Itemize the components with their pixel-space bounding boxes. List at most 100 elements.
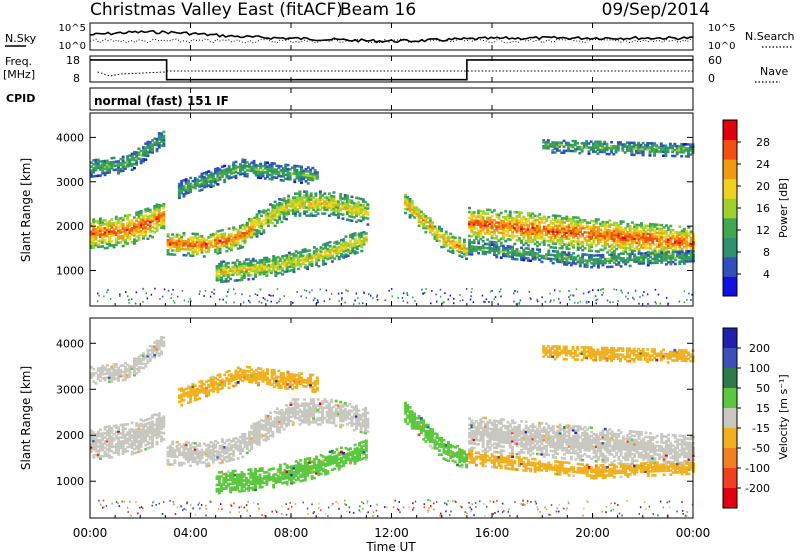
heatmap-cell: [246, 161, 249, 164]
heatmap-cell: [128, 302, 130, 304]
power-colorbar-label: Power [dB]: [777, 178, 790, 238]
heatmap-cell: [278, 301, 280, 303]
heatmap-cell: [323, 192, 326, 195]
heatmap-cell: [595, 295, 597, 297]
heatmap-cell: [679, 301, 681, 303]
heatmap-cell: [131, 298, 133, 300]
heatmap-cell: [259, 163, 262, 166]
heatmap-cell: [658, 294, 660, 296]
heatmap-cell: [151, 421, 154, 424]
heatmap-cell: [263, 297, 265, 299]
heatmap-cell: [574, 302, 576, 304]
heatmap-cell: [162, 336, 165, 339]
heatmap-cell: [482, 210, 485, 213]
nsearch-label: N.Search: [745, 30, 795, 43]
heatmap-cell: [262, 229, 265, 232]
heatmap-cell: [482, 295, 484, 297]
heatmap-cell: [568, 252, 571, 255]
heatmap-cell: [267, 209, 270, 212]
heatmap-cell: [362, 204, 365, 207]
heatmap-cell: [99, 379, 102, 382]
heatmap-cell: [360, 250, 363, 253]
heatmap-cell: [597, 299, 599, 301]
heatmap-cell: [273, 162, 276, 165]
heatmap-cell: [223, 233, 226, 236]
colorbar-tick-label: 12: [756, 224, 770, 237]
y-tick-label: 4000: [56, 131, 84, 144]
heatmap-cell: [365, 232, 368, 235]
heatmap-cell: [311, 290, 313, 292]
heatmap-cell: [346, 195, 349, 198]
heatmap-cell: [362, 198, 365, 201]
heatmap-cell: [655, 289, 657, 291]
heatmap-cell: [128, 299, 130, 301]
heatmap-cell: [588, 301, 590, 303]
heatmap-cell: [584, 247, 587, 250]
heatmap-cell: [483, 301, 485, 303]
colorbar-swatch: [723, 140, 737, 160]
heatmap-cell: [495, 235, 498, 238]
heatmap-cell: [434, 225, 437, 228]
heatmap-cell: [333, 257, 336, 260]
heatmap-cell: [527, 247, 530, 250]
heatmap-cell: [246, 173, 249, 176]
heatmap-cell: [174, 302, 176, 304]
heatmap-cell: [128, 214, 131, 217]
heatmap-cell: [213, 293, 215, 295]
heatmap-cell: [499, 291, 501, 293]
heatmap-cell: [229, 278, 232, 281]
heatmap-cell: [412, 297, 414, 299]
heatmap-cell: [470, 295, 472, 297]
heatmap-cell: [104, 239, 107, 242]
heatmap-cell: [403, 292, 405, 294]
heatmap-cell: [596, 303, 598, 305]
heatmap-cell: [151, 236, 154, 239]
heatmap-cell: [482, 236, 485, 239]
heatmap-cell: [162, 211, 165, 214]
heatmap-cell: [460, 300, 462, 302]
heatmap-cell: [473, 242, 476, 245]
heatmap-cell: [500, 212, 503, 215]
heatmap-cell: [423, 293, 425, 295]
heatmap-cell: [328, 192, 331, 195]
heatmap-cell: [388, 290, 390, 292]
heatmap-cell: [311, 167, 314, 170]
heatmap-cell: [581, 225, 584, 228]
heatmap-cell: [95, 382, 98, 385]
heatmap-cell: [106, 292, 108, 294]
heatmap-cell: [547, 244, 550, 247]
heatmap-cell: [527, 244, 530, 247]
colorbar-swatch: [723, 237, 737, 257]
heatmap-cell: [316, 171, 319, 174]
heatmap-cell: [258, 218, 261, 221]
heatmap-cell: [617, 253, 620, 256]
colorbar-tick-label: 28: [756, 136, 770, 149]
nsearch-tick-bottom: 10^0: [708, 41, 735, 52]
heatmap-cell: [341, 292, 343, 294]
heatmap-cell: [473, 211, 476, 214]
heatmap-cell: [627, 298, 629, 300]
heatmap-cell: [530, 298, 532, 300]
heatmap-cell: [522, 216, 525, 219]
heatmap-cell: [536, 241, 539, 244]
heatmap-cell: [211, 291, 213, 293]
heatmap-cell: [345, 235, 348, 238]
heatmap-cell: [188, 301, 190, 303]
heatmap-cell: [268, 294, 270, 296]
heatmap-cell: [660, 251, 663, 254]
heatmap-cell: [233, 288, 235, 290]
heatmap-cell: [407, 294, 409, 296]
colorbar-swatch: [723, 257, 737, 277]
heatmap-cell: [516, 235, 519, 238]
heatmap-cell: [271, 222, 274, 225]
heatmap-cell: [640, 222, 643, 225]
heatmap-cell: [592, 289, 594, 291]
heatmap-cell: [520, 212, 523, 215]
heatmap-cell: [411, 200, 414, 203]
heatmap-cell: [601, 289, 603, 291]
heatmap-cell: [407, 302, 409, 304]
heatmap-cell: [558, 298, 560, 300]
heatmap-cell: [617, 300, 619, 302]
heatmap-cell: [625, 296, 627, 298]
heatmap-cell: [168, 290, 170, 292]
